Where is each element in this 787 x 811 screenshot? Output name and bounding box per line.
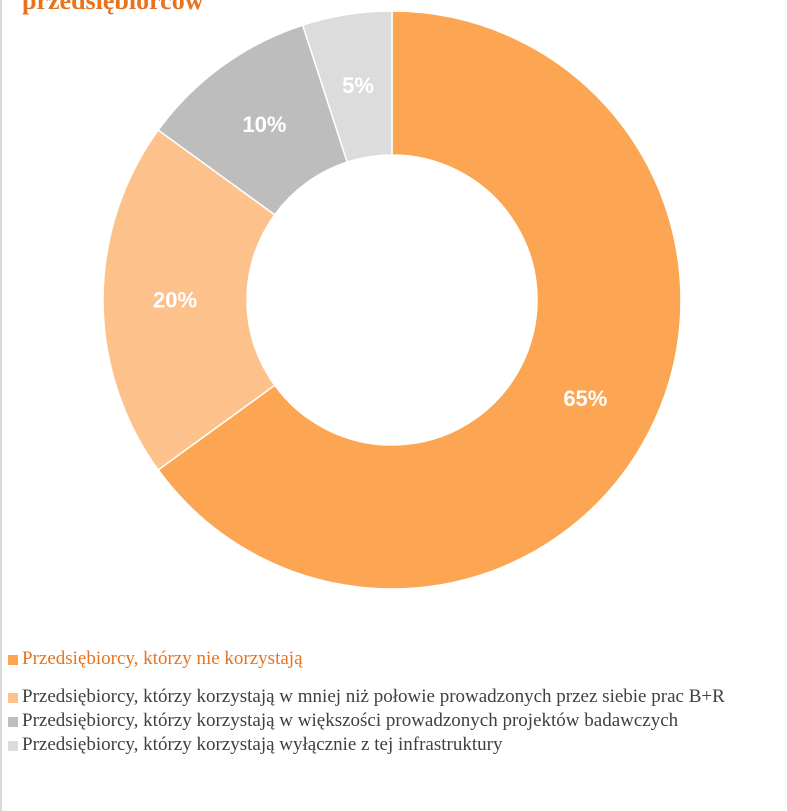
- data-label-exclusively: 5%: [342, 73, 374, 98]
- legend-swatch: [8, 717, 18, 727]
- legend-label: Przedsiębiorcy, którzy korzystają w więk…: [22, 710, 679, 731]
- donut-chart: 65% 20% 10% 5%: [102, 10, 682, 590]
- chart-legend: Przedsiębiorcy, którzy nie korzystają Pr…: [8, 648, 778, 756]
- legend-item-exclusively[interactable]: Przedsiębiorcy, którzy korzystają wyłącz…: [8, 734, 778, 756]
- legend-item-majority[interactable]: Przedsiębiorcy, którzy korzystają w więk…: [8, 710, 778, 732]
- legend-label: Przedsiębiorcy, którzy nie korzystają: [22, 648, 303, 669]
- legend-label: Przedsiębiorcy, którzy korzystają w mnie…: [22, 686, 725, 707]
- legend-swatch: [8, 655, 18, 665]
- chart-frame-border: [0, 0, 2, 811]
- legend-swatch: [8, 741, 18, 751]
- legend-item-less-than-half[interactable]: Przedsiębiorcy, którzy korzystają w mnie…: [8, 686, 778, 708]
- data-label-not-using: 65%: [563, 386, 607, 411]
- chart-title: przedsiębiorców: [22, 0, 204, 15]
- data-label-less-than-half: 20%: [153, 288, 197, 313]
- legend-label: Przedsiębiorcy, którzy korzystają wyłącz…: [22, 734, 503, 755]
- donut-labels: 65% 20% 10% 5%: [153, 73, 607, 411]
- donut-slice-exclusively[interactable]: [301, 10, 393, 164]
- data-label-majority: 10%: [242, 112, 286, 137]
- legend-item-not-using[interactable]: Przedsiębiorcy, którzy nie korzystają: [8, 648, 778, 670]
- donut-slices: [102, 10, 682, 590]
- legend-swatch: [8, 693, 18, 703]
- donut-slice-less-than-half[interactable]: [102, 129, 276, 471]
- donut-slice-not-using[interactable]: [157, 10, 682, 590]
